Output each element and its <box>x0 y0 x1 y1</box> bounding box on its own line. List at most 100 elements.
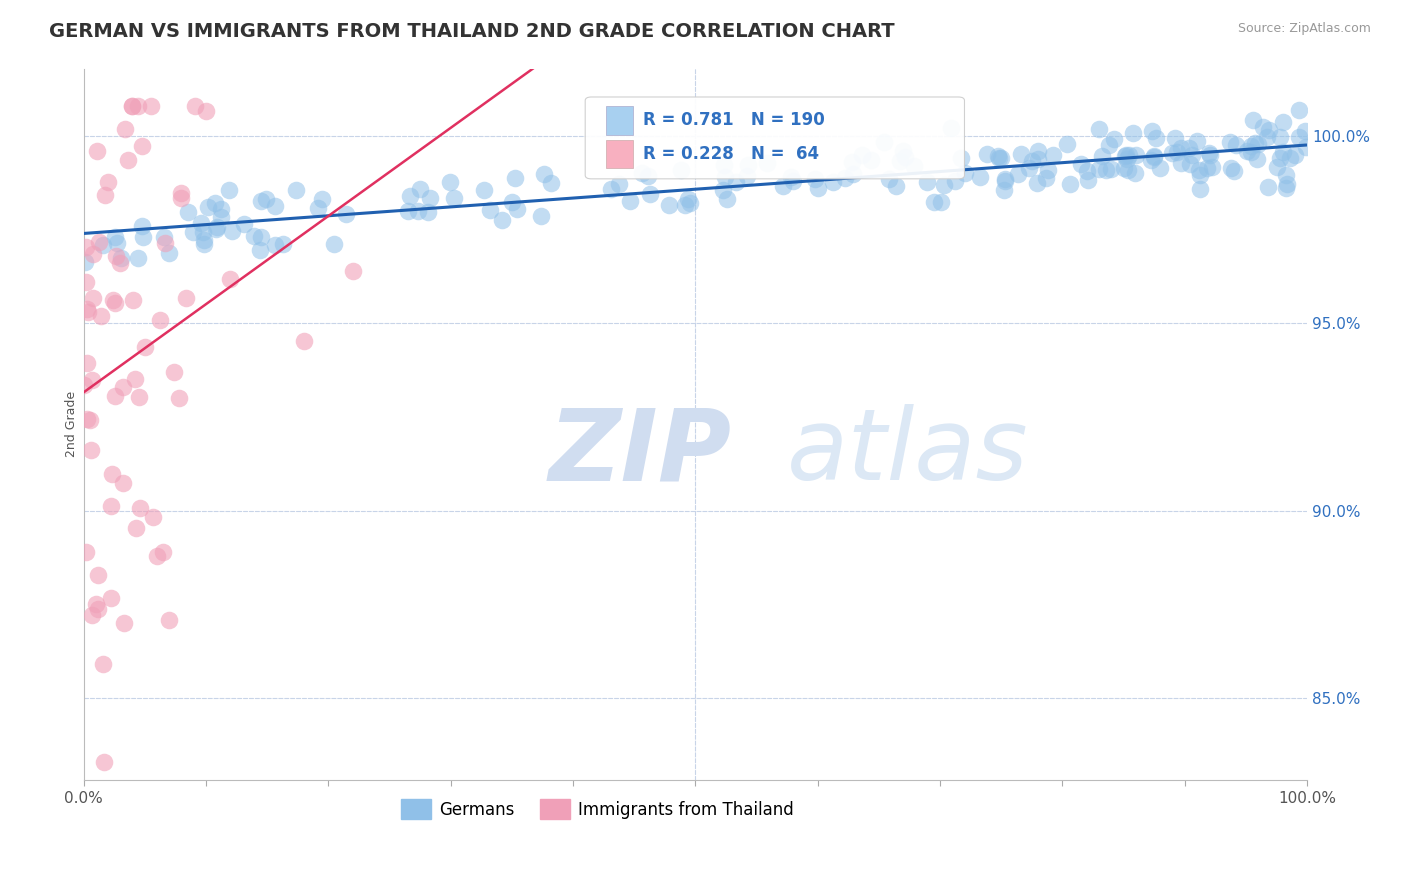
Point <box>782 174 804 188</box>
Text: Source: ZipAtlas.com: Source: ZipAtlas.com <box>1237 22 1371 36</box>
Point <box>1098 138 1121 153</box>
Point <box>1059 178 1081 192</box>
Text: R = 0.228   N =  64: R = 0.228 N = 64 <box>643 145 818 163</box>
Point <box>170 186 193 200</box>
Point <box>104 389 127 403</box>
Text: R = 0.781   N = 190: R = 0.781 N = 190 <box>643 112 824 129</box>
Point <box>530 209 553 223</box>
Point <box>735 169 758 183</box>
Point <box>80 372 103 386</box>
Point <box>152 545 174 559</box>
Point <box>1115 148 1137 162</box>
Point <box>506 202 529 217</box>
Point <box>1116 162 1139 177</box>
Point <box>93 755 115 769</box>
Point <box>75 545 97 559</box>
Point <box>170 191 193 205</box>
Point <box>181 225 204 239</box>
Point <box>101 293 124 307</box>
Point <box>128 391 150 405</box>
Point <box>132 229 155 244</box>
Point <box>851 148 873 162</box>
Point <box>955 166 977 180</box>
Point <box>929 195 952 210</box>
Point <box>877 171 900 186</box>
Point <box>419 191 441 205</box>
Point <box>673 198 696 212</box>
Point <box>79 413 101 427</box>
Point <box>1268 130 1291 145</box>
Point <box>1271 145 1294 160</box>
Point <box>131 139 153 153</box>
Point <box>903 159 925 173</box>
Point <box>994 171 1017 186</box>
Point <box>91 238 114 252</box>
Point <box>737 158 759 172</box>
Point <box>232 217 254 231</box>
Point <box>243 228 266 243</box>
Legend: Germans, Immigrants from Thailand: Germans, Immigrants from Thailand <box>394 793 800 825</box>
Point <box>105 235 128 250</box>
Point <box>1236 144 1258 158</box>
Point <box>1195 161 1218 176</box>
Point <box>311 192 333 206</box>
Point <box>1257 180 1279 194</box>
Point <box>1099 161 1122 176</box>
Point <box>112 615 135 630</box>
Point <box>841 155 863 169</box>
Point <box>111 380 134 394</box>
Point <box>1180 156 1202 170</box>
Point <box>540 176 562 190</box>
Point <box>1143 150 1166 164</box>
Point <box>1149 161 1171 175</box>
Point <box>335 207 357 221</box>
Point <box>1258 123 1281 137</box>
Point <box>1198 146 1220 161</box>
Point <box>82 247 104 261</box>
Point <box>1188 168 1211 182</box>
Point <box>1056 137 1078 152</box>
Point <box>207 219 229 234</box>
Point <box>725 175 748 189</box>
Point <box>76 412 98 426</box>
Point <box>193 225 215 239</box>
Point <box>1274 180 1296 194</box>
Point <box>205 222 228 236</box>
Point <box>121 99 143 113</box>
Point <box>204 195 226 210</box>
Point <box>491 213 513 227</box>
Point <box>75 276 97 290</box>
Point <box>342 264 364 278</box>
Point <box>1284 147 1306 161</box>
Point <box>94 188 117 202</box>
Point <box>990 151 1012 165</box>
Point <box>209 210 232 224</box>
Point <box>1125 148 1147 162</box>
Point <box>292 334 315 349</box>
Point <box>533 167 555 181</box>
Point <box>76 356 98 370</box>
Point <box>1143 149 1166 163</box>
Point <box>104 296 127 310</box>
Point <box>153 230 176 244</box>
Point <box>637 169 659 183</box>
Point <box>307 201 329 215</box>
Point <box>1170 141 1192 155</box>
Point <box>249 230 271 244</box>
Point <box>86 144 108 158</box>
Point <box>891 144 914 158</box>
Point <box>607 177 630 191</box>
Point <box>1178 141 1201 155</box>
Point <box>249 194 271 209</box>
Point <box>271 236 294 251</box>
Point <box>1021 154 1043 169</box>
Point <box>1277 177 1299 191</box>
Point <box>80 608 103 623</box>
FancyBboxPatch shape <box>606 140 633 169</box>
Point <box>1181 148 1204 162</box>
Point <box>945 174 967 188</box>
Point <box>501 195 523 210</box>
Point <box>1140 153 1163 167</box>
Point <box>1094 162 1116 177</box>
Point <box>1246 152 1268 166</box>
